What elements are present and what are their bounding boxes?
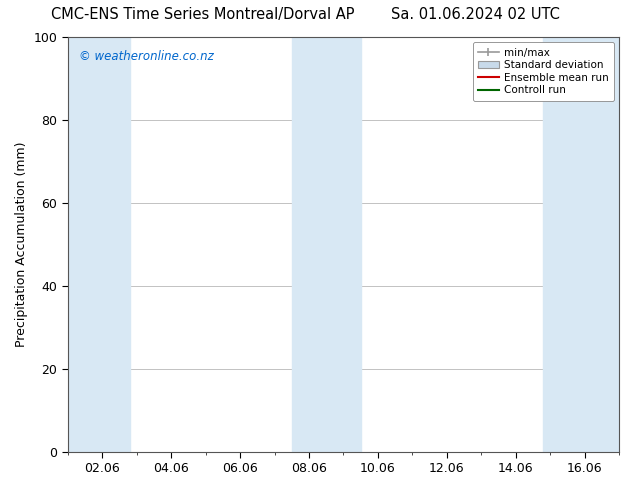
- Text: © weatheronline.co.nz: © weatheronline.co.nz: [79, 49, 214, 63]
- Legend: min/max, Standard deviation, Ensemble mean run, Controll run: min/max, Standard deviation, Ensemble me…: [472, 42, 614, 100]
- Text: CMC-ENS Time Series Montreal/Dorval AP: CMC-ENS Time Series Montreal/Dorval AP: [51, 7, 354, 23]
- Bar: [68, 37, 130, 452]
- Y-axis label: Precipitation Accumulation (mm): Precipitation Accumulation (mm): [15, 142, 28, 347]
- Text: Sa. 01.06.2024 02 UTC: Sa. 01.06.2024 02 UTC: [391, 7, 560, 23]
- Bar: [292, 37, 361, 452]
- Bar: [543, 37, 619, 452]
